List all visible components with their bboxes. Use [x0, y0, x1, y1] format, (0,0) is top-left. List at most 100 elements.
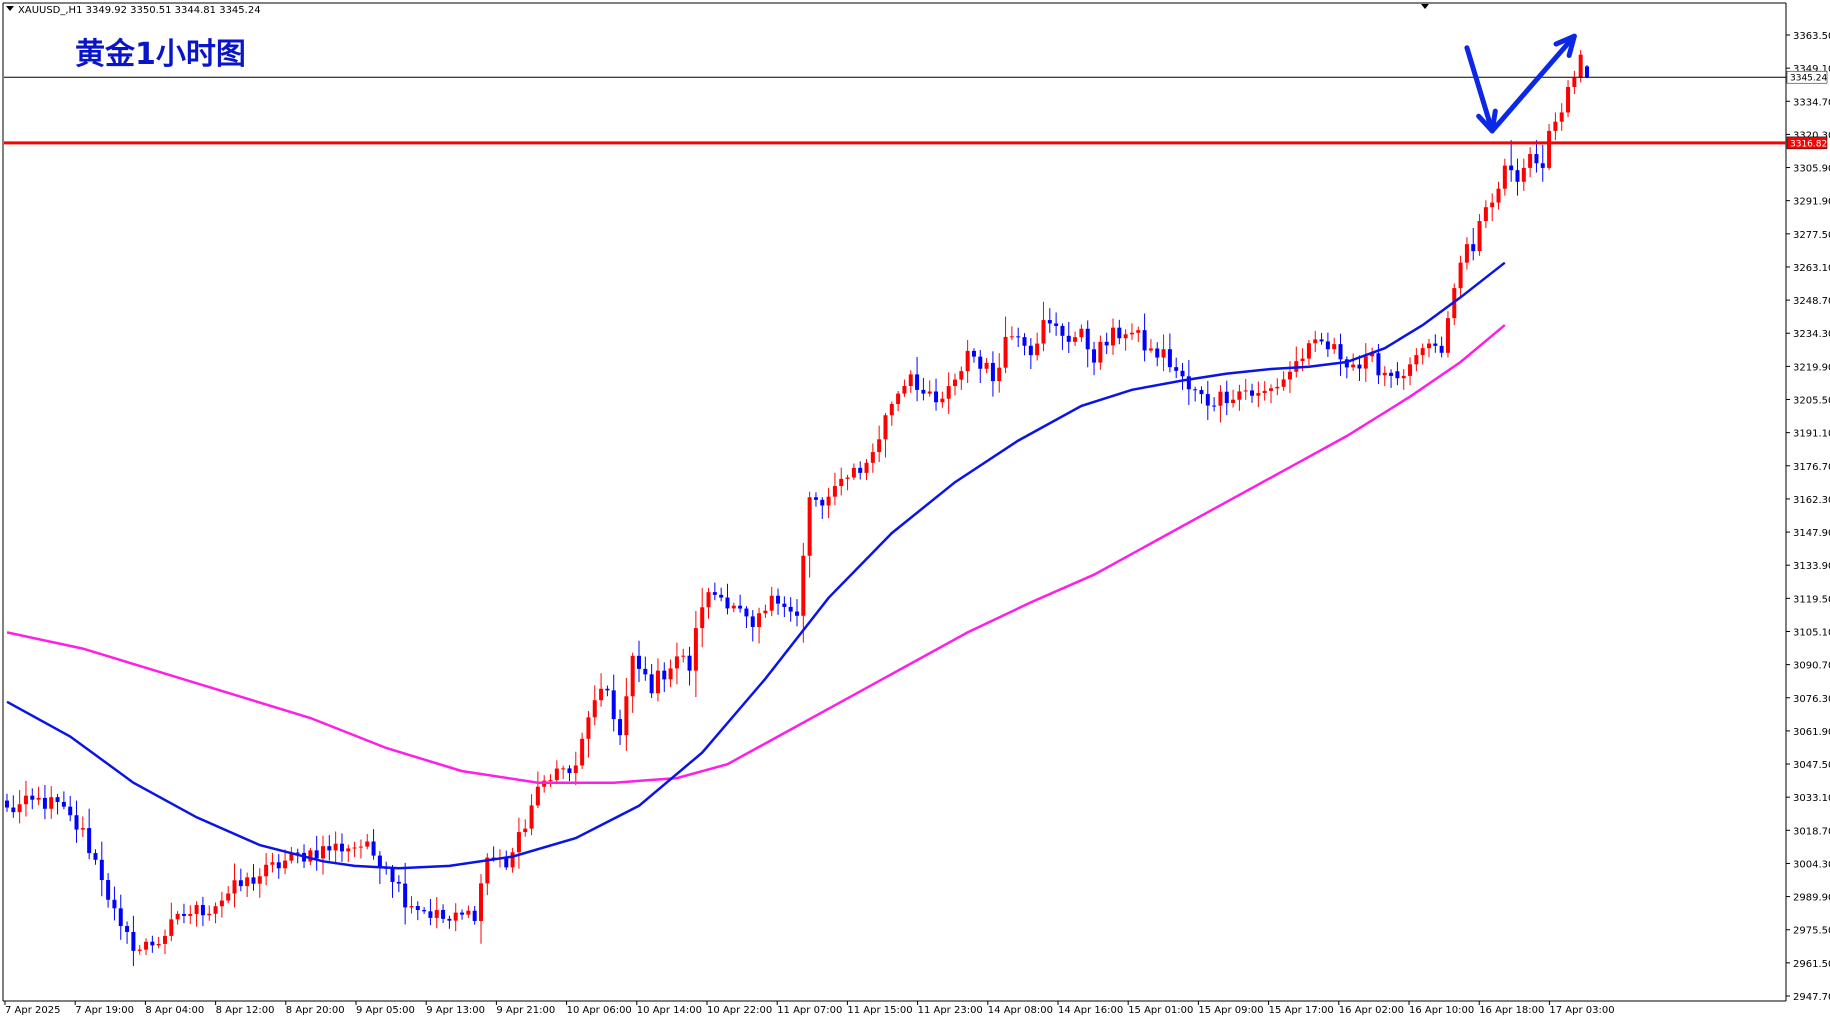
candle-body [1502, 165, 1507, 189]
candle-body [93, 853, 98, 860]
candle-body [1060, 325, 1065, 336]
candle [750, 610, 755, 642]
y-tick-label: 3334.70 [1793, 97, 1830, 108]
candle-body [74, 815, 79, 830]
arrow-up-icon[interactable] [1489, 33, 1577, 134]
candle [1521, 158, 1526, 192]
candle-body [137, 949, 142, 951]
candle-body [592, 700, 597, 718]
candle-body [144, 941, 149, 950]
candle-body [1313, 339, 1318, 344]
candle [1186, 360, 1191, 405]
current-price-tag-label: 3345.24 [1790, 74, 1827, 84]
candle [200, 896, 205, 927]
shift-marker-icon[interactable] [1421, 4, 1429, 9]
candle-body [877, 439, 882, 453]
y-tick-label: 3291.90 [1793, 197, 1830, 208]
candle [1502, 158, 1507, 196]
candle-body [990, 362, 995, 382]
y-tick-label: 3076.30 [1793, 694, 1830, 705]
candle [1142, 313, 1147, 362]
candle-body [365, 841, 370, 847]
collapse-triangle-icon[interactable] [6, 6, 14, 11]
candle-body [504, 858, 509, 868]
candle [251, 864, 256, 891]
candle-body [163, 935, 167, 944]
candle-body [270, 862, 275, 865]
candle [1098, 335, 1103, 370]
candle-body [965, 350, 970, 372]
y-tick-label: 3147.90 [1793, 528, 1830, 539]
candle-body [125, 926, 130, 932]
candle [434, 896, 439, 929]
candle-body [80, 828, 85, 830]
candles-layer [5, 50, 1589, 967]
candle [17, 790, 22, 824]
candle [927, 380, 932, 397]
moving-averages-layer [6, 261, 1506, 870]
candle-body [763, 610, 768, 614]
candle [554, 760, 559, 784]
candle [1129, 323, 1134, 340]
candle-body [23, 795, 28, 805]
candle-body [428, 911, 433, 918]
candle-body [1439, 345, 1444, 353]
candle [1262, 381, 1267, 401]
candle-body [782, 603, 787, 607]
candle [55, 793, 60, 815]
candle [1420, 343, 1425, 365]
candle [984, 358, 989, 374]
candle [213, 902, 218, 924]
candle [921, 378, 926, 401]
candle [1389, 369, 1394, 388]
candle [965, 340, 970, 384]
candle [744, 606, 749, 629]
candle-body [548, 780, 553, 782]
candle-body [295, 852, 300, 854]
time-axis: 7 Apr 2025 7 Apr 19:00 8 Apr 04:00 8 Apr 12… [4, 1001, 1615, 1016]
y-tick-label: 3047.50 [1793, 760, 1830, 771]
candle [1035, 332, 1040, 361]
candle [74, 800, 79, 843]
x-tick-label: 7 Apr 19:00 [75, 1005, 134, 1016]
candle-body [870, 452, 875, 463]
candle [1332, 337, 1337, 354]
candle-body [1243, 390, 1248, 392]
candle [1528, 147, 1533, 178]
candle-body [264, 864, 269, 877]
candle-body [700, 607, 705, 629]
candle-body [1427, 343, 1431, 349]
candle-body [1559, 112, 1564, 122]
candle [662, 662, 667, 692]
y-tick-label: 3349.10 [1793, 64, 1830, 75]
x-tick-label: 14 Apr 08:00 [988, 1005, 1053, 1016]
candle [409, 896, 414, 914]
candle-body [194, 905, 199, 915]
candle-body [1540, 163, 1545, 168]
candle [1180, 363, 1185, 390]
candle [238, 868, 243, 892]
candle [23, 780, 28, 817]
candle [712, 582, 717, 601]
x-tick-label: 8 Apr 12:00 [216, 1005, 275, 1016]
candle [1515, 158, 1520, 196]
y-tick-label: 3263.10 [1793, 263, 1830, 274]
price-axis: 3363.50 3349.10 3334.70 3320.30 3305.90 3291.… [1786, 31, 1830, 1003]
candle-body [1521, 167, 1526, 182]
candle [1136, 326, 1141, 343]
candle [725, 583, 730, 615]
candle [1534, 140, 1539, 173]
candle-body [813, 497, 818, 500]
candle [283, 849, 288, 875]
candle-body [662, 670, 667, 680]
candle [1553, 112, 1558, 141]
candle [1016, 327, 1021, 347]
candle [573, 751, 578, 786]
candle-body [1509, 165, 1514, 171]
candle [706, 587, 711, 619]
y-tick-label: 3191.10 [1793, 429, 1830, 440]
candle [959, 366, 964, 390]
candle-body [485, 857, 490, 884]
